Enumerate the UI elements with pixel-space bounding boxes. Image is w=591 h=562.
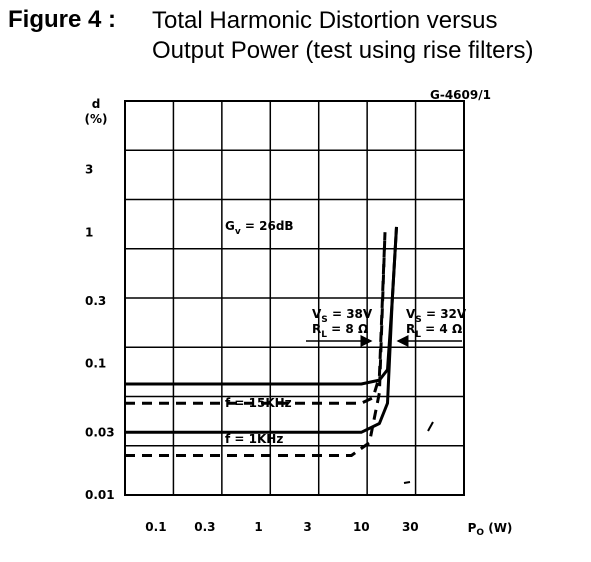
label-f-15khz: f = 15KHz (225, 396, 292, 410)
figure-title-line-1: Total Harmonic Distortion versus (152, 7, 498, 34)
figure-number: Figure 4 : (8, 6, 117, 33)
series-line-1khz-solid (125, 226, 398, 434)
y-tick-labels: 0.01 0.03 0.1 0.3 1 3 (85, 163, 115, 502)
x-tick-label: 0.1 (145, 520, 166, 534)
label-vs-38v: VS = 38V (312, 307, 373, 325)
label-rl-8-ohm: RL = 8 Ω (312, 322, 368, 340)
figure-title-line-2: Output Power (test using rise filters) (152, 37, 534, 64)
y-tick-label: 0.01 (85, 488, 115, 502)
y-axis-label-d: d (92, 97, 101, 111)
stray-mark (427, 421, 434, 432)
y-tick-label: 0.3 (85, 294, 106, 308)
x-tick-label: 1 (254, 520, 262, 534)
y-tick-label: 3 (85, 163, 93, 177)
label-f-1khz: f = 1KHz (225, 432, 283, 446)
label-rl-4-ohm: RL = 4 Ω (406, 322, 462, 340)
x-axis-label: PO (W) (468, 521, 513, 538)
plot-frame (124, 100, 465, 496)
y-tick-label: 0.1 (85, 357, 106, 371)
chart-grid (125, 101, 464, 495)
y-axis-label-unit: (%) (85, 112, 108, 126)
label-vs-32v: VS = 32V (406, 307, 467, 325)
x-tick-label: 30 (402, 520, 419, 534)
series-lines (125, 226, 398, 457)
stray-mark-2 (403, 481, 411, 484)
series-line-1khz-dashed (125, 232, 387, 457)
y-tick-label: 0.03 (85, 425, 115, 439)
x-tick-labels: 0.1 0.3 1 3 10 30 (145, 520, 418, 534)
gain-annotation: Gv = 26dB (225, 219, 294, 237)
x-tick-label: 10 (353, 520, 370, 534)
chart-code: G-4609/1 (430, 88, 491, 102)
y-tick-label: 1 (85, 225, 93, 239)
x-tick-label: 0.3 (194, 520, 215, 534)
figure-title: Total Harmonic Distortion versus Output … (152, 6, 533, 66)
series-line-15khz-dashed (125, 232, 387, 405)
x-tick-label: 3 (303, 520, 311, 534)
series-line-15khz-solid (125, 226, 398, 386)
